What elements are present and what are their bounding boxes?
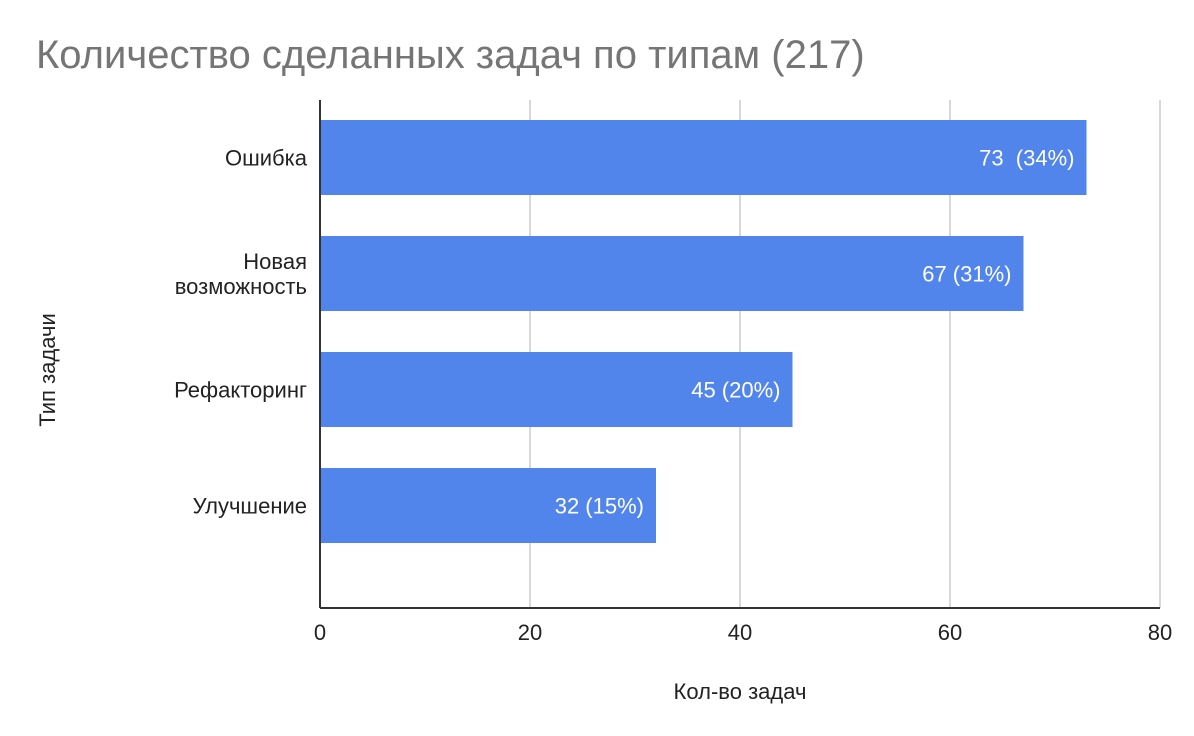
data-label: 32 (15%) [555,494,644,519]
category-label: Рефакторинг [174,378,307,403]
chart-title: Количество сделанных задач по типам (217… [36,33,865,77]
category-label: Ошибка [225,146,308,171]
bar [320,468,656,543]
category-label: Новая возможность [175,249,307,299]
x-tick-label: 80 [1148,620,1172,645]
category-label: Улучшение [193,494,307,519]
x-axis-title: Кол-во задач [674,679,807,704]
labels: 0 20 40 60 80 73 (34%) Ошибка 67 (31%) Новая возм… [174,146,1172,646]
x-tick-label: 40 [728,620,752,645]
x-tick-label: 60 [938,620,962,645]
bars [320,120,1087,543]
data-label: 67 (31%) [922,262,1011,287]
x-tick-label: 0 [314,620,326,645]
bar [320,236,1024,311]
bar [320,352,793,427]
axes [319,100,1160,609]
y-axis-title: Тип задачи [35,313,60,426]
data-label: 45 (20%) [691,378,780,403]
x-tick-label: 20 [518,620,542,645]
data-label: 73 (34%) [979,146,1074,171]
bar [320,120,1087,195]
